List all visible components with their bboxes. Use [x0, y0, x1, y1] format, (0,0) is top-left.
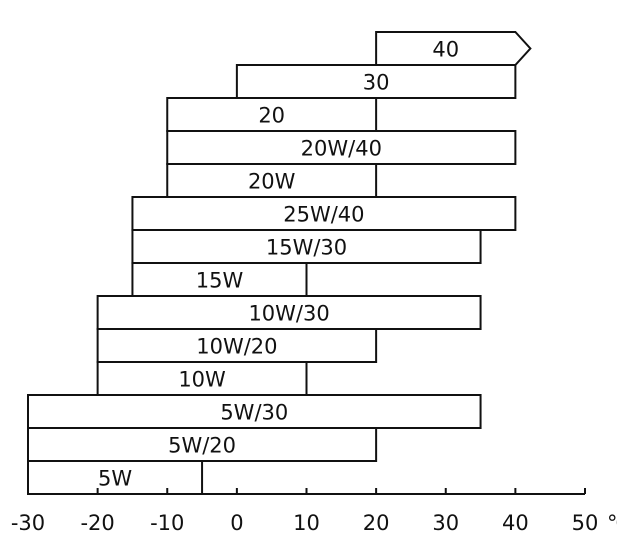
bar-10w: [96, 361, 308, 396]
bar-label-30: 30: [363, 71, 390, 95]
bar-10w-30: [96, 295, 482, 330]
bar-label-15w-30: 15W/30: [266, 236, 347, 260]
bar-40: [375, 31, 532, 66]
x-tick-label: 30: [432, 511, 459, 534]
bar-label-5w-30: 5W/30: [220, 401, 288, 425]
x-tick-label: 50: [572, 511, 599, 534]
bar-5w-20: [27, 427, 378, 462]
bar-label-10w-30: 10W/30: [248, 302, 329, 326]
bar-30: [235, 64, 517, 99]
bar-10w-20: [96, 328, 378, 363]
bar-20w-40: [166, 130, 517, 165]
bar-label-10w: 10W: [178, 368, 226, 392]
bar-label-15w: 15W: [196, 269, 244, 293]
x-tick-label: 10: [293, 511, 320, 534]
x-tick-label: -30: [11, 511, 45, 534]
x-tick-label: 0: [230, 511, 243, 534]
bar-label-20: 20: [258, 104, 285, 128]
x-tick-label: -10: [150, 511, 184, 534]
bar-label-40: 40: [432, 38, 459, 62]
x-axis-unit: ℃: [607, 511, 617, 534]
bar-15w-30: [131, 229, 482, 264]
bar-20w: [166, 163, 378, 198]
bar-25w-40: [131, 196, 517, 231]
x-tick-label: 20: [363, 511, 390, 534]
x-tick-label: -20: [80, 511, 114, 534]
bar-label-5w: 5W: [98, 467, 132, 491]
bar-label-20w: 20W: [248, 170, 296, 194]
x-tick-label: 40: [502, 511, 529, 534]
x-axis: -30 -20 -10 0 10 20 30 40 50 ℃: [11, 488, 617, 534]
bar-15w: [131, 262, 308, 297]
bar-label-10w-20: 10W/20: [196, 335, 277, 359]
bar-5w: [27, 460, 204, 495]
bar-label-25w-40: 25W/40: [283, 203, 364, 227]
bar-20: [166, 97, 378, 132]
bar-label-20w-40: 20W/40: [301, 137, 382, 161]
bar-label-5w-20: 5W/20: [168, 434, 236, 458]
